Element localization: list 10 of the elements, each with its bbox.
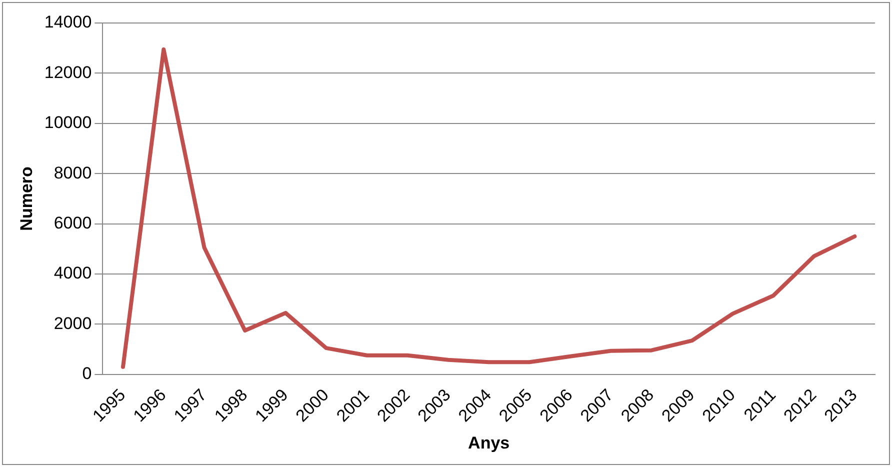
x-axis-title: Anys [468,433,510,452]
y-axis-title: Numero [16,166,36,231]
y-tick-label: 8000 [54,163,92,182]
y-tick-label: 6000 [54,214,92,233]
y-tick-label: 4000 [54,264,92,283]
y-tick-label: 0 [82,364,92,384]
y-tick-label: 10000 [44,113,92,132]
y-tick-label: 14000 [44,12,92,32]
y-tick-label: 12000 [44,62,92,82]
y-tick-label: 2000 [54,314,92,333]
